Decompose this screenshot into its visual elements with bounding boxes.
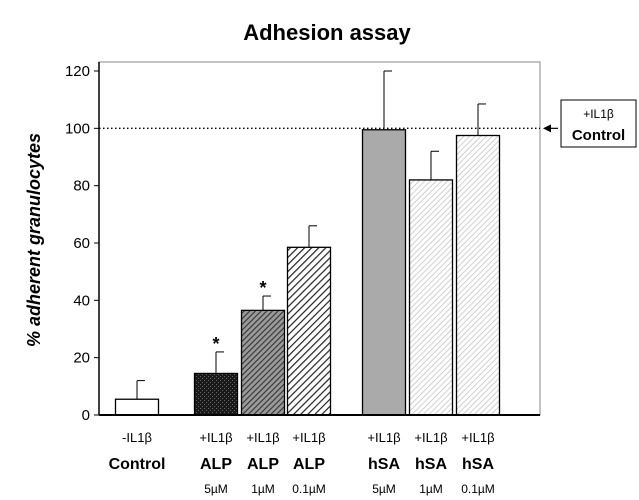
significance-marker: * bbox=[259, 278, 266, 298]
bar bbox=[408, 179, 454, 416]
y-tick-label: 80 bbox=[73, 178, 90, 195]
y-tick-label: 60 bbox=[73, 235, 90, 252]
category-label-line1: +IL1β bbox=[461, 430, 494, 445]
category-label-line2: ALP bbox=[247, 456, 279, 473]
significance-marker: * bbox=[212, 334, 219, 354]
bar bbox=[361, 129, 407, 416]
category-label-line3: 5µM bbox=[372, 482, 396, 496]
y-axis-ticks: 0 20 40 60 80 100 120 bbox=[65, 63, 99, 424]
category-label-line2: Control bbox=[109, 456, 166, 473]
category-label-line3: 5µM bbox=[204, 482, 228, 496]
bars: ** bbox=[114, 70, 501, 416]
category-label-line2: hSA bbox=[415, 456, 447, 473]
reference-label-box bbox=[560, 99, 637, 148]
y-tick-label: 120 bbox=[65, 63, 90, 80]
category-label-line1: +IL1β bbox=[367, 430, 400, 445]
category-label-line1: +IL1β bbox=[292, 430, 325, 445]
category-label-line3: 1µM bbox=[251, 482, 275, 496]
bar bbox=[286, 246, 332, 416]
bar bbox=[193, 372, 239, 416]
y-tick-label: 100 bbox=[65, 120, 90, 137]
y-axis-label: % adherent granulocytes bbox=[24, 133, 44, 347]
y-tick-label: 20 bbox=[73, 350, 90, 367]
chart-title: Adhesion assay bbox=[243, 20, 411, 45]
y-tick-label: 0 bbox=[82, 407, 90, 424]
category-label-line3: 0.1µM bbox=[292, 482, 326, 496]
reference-arrow-head bbox=[543, 124, 551, 133]
category-label-line3: 1µM bbox=[419, 482, 443, 496]
reference-label-line2: Control bbox=[572, 127, 625, 144]
category-label-line2: ALP bbox=[293, 456, 325, 473]
category-labels: -IL1β Control +IL1β ALP 5µM +IL1β ALP 1µM +IL1β A… bbox=[109, 430, 495, 496]
bar bbox=[240, 309, 286, 416]
bar bbox=[114, 398, 160, 416]
y-tick-label: 40 bbox=[73, 292, 90, 309]
bar bbox=[455, 134, 501, 416]
category-label-line2: hSA bbox=[368, 456, 400, 473]
category-label-line2: ALP bbox=[200, 456, 232, 473]
category-label-line1: -IL1β bbox=[122, 430, 152, 445]
reference-line-group bbox=[99, 124, 558, 133]
category-label-line1: +IL1β bbox=[414, 430, 447, 445]
category-label-line3: 0.1µM bbox=[461, 482, 495, 496]
category-label-line1: +IL1β bbox=[199, 430, 232, 445]
category-label-line1: +IL1β bbox=[246, 430, 279, 445]
reference-label-line1: +IL1β bbox=[583, 107, 614, 121]
category-label-line2: hSA bbox=[462, 456, 494, 473]
